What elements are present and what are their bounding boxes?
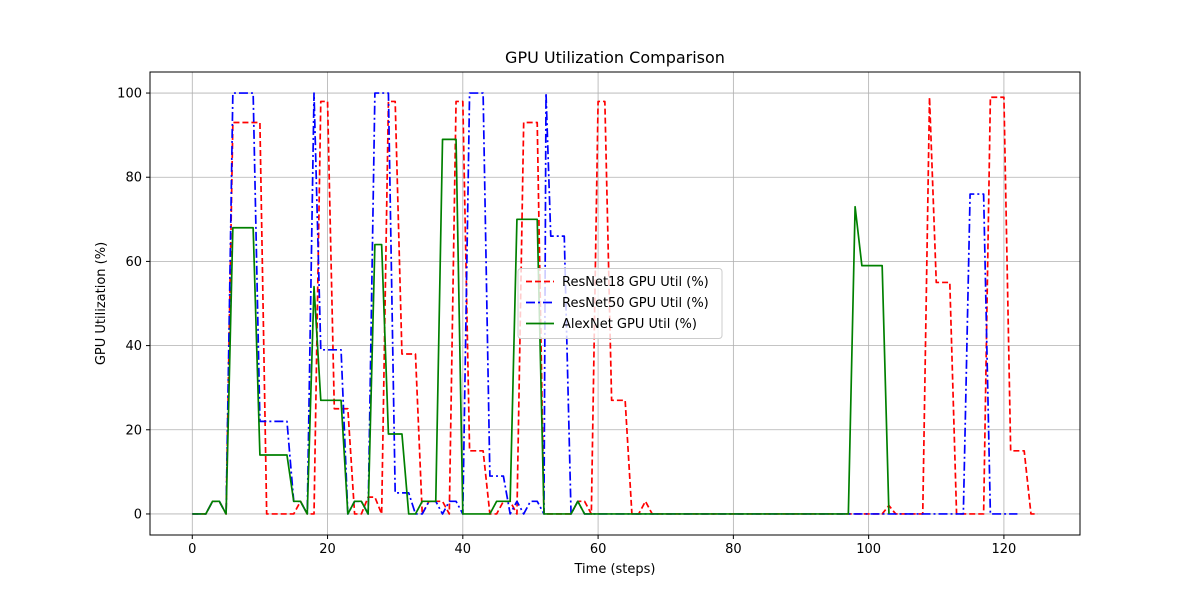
x-tick-label: 0	[188, 542, 196, 557]
y-tick-label: 60	[125, 255, 142, 270]
y-tick-label: 20	[125, 423, 142, 438]
series-line-3	[192, 138, 890, 515]
legend-label-1: ResNet18 GPU Util (%)	[562, 275, 709, 290]
y-tick-label: 40	[125, 339, 142, 354]
y-tick-label: 80	[125, 171, 142, 186]
series-line-2	[192, 92, 1018, 515]
y-tick-label: 0	[134, 507, 142, 522]
series-lines	[192, 92, 1038, 515]
y-tick-label: 100	[117, 87, 142, 102]
x-axis-label: Time (steps)	[574, 562, 656, 577]
x-tick-label: 60	[590, 542, 607, 557]
x-tick-label: 40	[455, 542, 472, 557]
legend-box	[517, 268, 723, 339]
x-tick-label: 100	[856, 542, 881, 557]
legend: ResNet18 GPU Util (%) ResNet50 GPU Util (…	[517, 268, 723, 339]
x-tick-label: 80	[725, 542, 742, 557]
x-tick-label: 120	[991, 542, 1016, 557]
plot-frame	[149, 71, 1081, 536]
chart-title: GPU Utilization Comparison	[505, 48, 725, 67]
legend-label-2: ResNet50 GPU Util (%)	[562, 296, 709, 311]
legend-label-3: AlexNet GPU Util (%)	[562, 317, 697, 332]
y-axis-label: GPU Utilization (%)	[94, 242, 109, 365]
x-tick-label: 20	[319, 542, 336, 557]
axis-ticks: 0 20 40 60 80 100 120 0 20 40 60 80 100	[117, 87, 1016, 557]
